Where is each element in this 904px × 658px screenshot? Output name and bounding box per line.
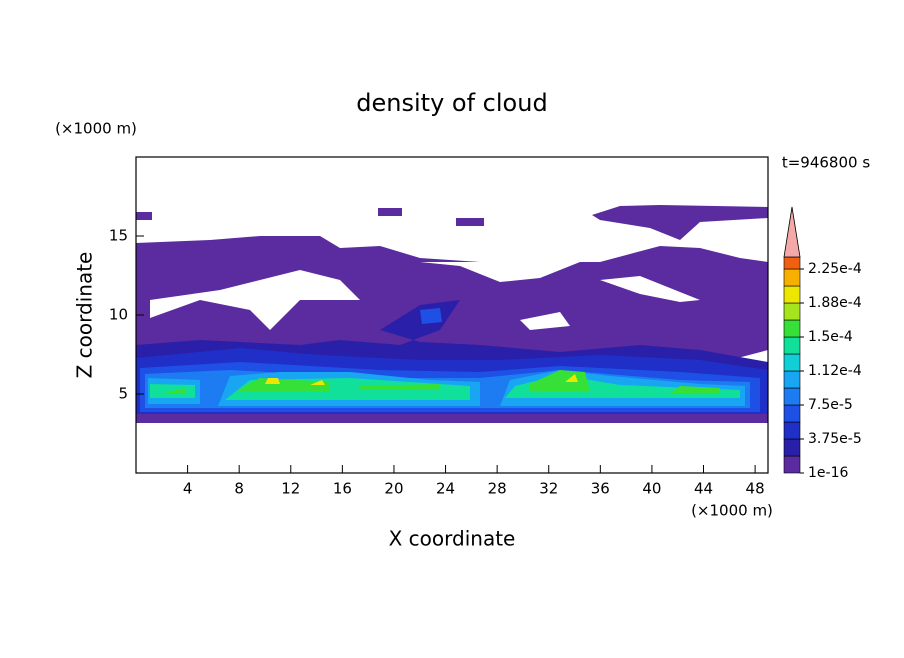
y-unit: (×1000 m)	[55, 120, 137, 138]
x-tick-label: 12	[281, 480, 300, 498]
colorbar-bin	[783, 302, 801, 321]
x-tick-label: 16	[333, 480, 352, 498]
cloud-free-region	[420, 262, 580, 282]
x-tick-label: 24	[436, 480, 455, 498]
colorbar-extend	[783, 206, 801, 258]
colorbar-bin	[783, 319, 801, 338]
colorbar-tick-label: 1e-16	[808, 465, 848, 481]
contour-region	[670, 386, 720, 394]
colorbar-bin	[783, 353, 801, 372]
x-tick-label: 36	[591, 480, 610, 498]
contour-region	[235, 378, 330, 392]
colorbar-bin	[783, 256, 801, 270]
contour-region	[310, 380, 325, 385]
x-tick-label: 32	[539, 480, 558, 498]
cloud-free-region	[150, 270, 360, 330]
x-tick-label: 4	[183, 480, 193, 498]
contour-region	[420, 308, 442, 324]
colorbar-tick-label: 1.12e-4	[808, 363, 862, 379]
colorbar-bin	[783, 285, 801, 304]
contour-region	[265, 378, 280, 384]
colorbar-bin	[783, 421, 801, 440]
colorbar-bin	[783, 438, 801, 457]
colorbar-bin	[783, 268, 801, 287]
colorbar-tick-label: 1.88e-4	[808, 295, 862, 311]
contour-region	[136, 212, 152, 220]
colorbar-bin	[783, 336, 801, 355]
colorbar-bin	[783, 370, 801, 389]
colorbar-bin	[783, 455, 801, 474]
colorbar-tick-label: 2.25e-4	[808, 261, 862, 277]
x-tick-label: 44	[694, 480, 713, 498]
contour-region	[456, 218, 484, 226]
contour-region	[565, 374, 578, 382]
colorbar-tick-label: 3.75e-5	[808, 431, 862, 447]
x-tick-label: 28	[488, 480, 507, 498]
colorbar-bin	[783, 404, 801, 423]
contour-field	[136, 205, 768, 423]
x-axis-title: X coordinate	[389, 527, 516, 551]
y-tick-label: 10	[109, 306, 128, 324]
colorbar-tick-label: 7.5e-5	[808, 397, 853, 413]
contour-region	[378, 208, 402, 216]
y-tick-label: 15	[109, 227, 128, 245]
x-tick-label: 40	[642, 480, 661, 498]
x-tick-label: 48	[746, 480, 765, 498]
cloud-free-region	[600, 276, 700, 302]
time-label: t=946800 s	[782, 154, 870, 172]
contour-region	[592, 205, 768, 240]
chart-title: density of cloud	[356, 89, 547, 117]
cloud-free-region	[520, 312, 570, 330]
colorbar-tick-label: 1.5e-4	[808, 329, 853, 345]
y-axis-title: Z coordinate	[73, 252, 97, 379]
x-tick-label: 8	[234, 480, 244, 498]
colorbar-bin	[783, 387, 801, 406]
contour-region	[360, 384, 440, 390]
x-tick-label: 20	[384, 480, 403, 498]
contour-region	[160, 388, 185, 394]
y-tick-label: 5	[118, 385, 128, 403]
x-unit: (×1000 m)	[691, 502, 773, 520]
